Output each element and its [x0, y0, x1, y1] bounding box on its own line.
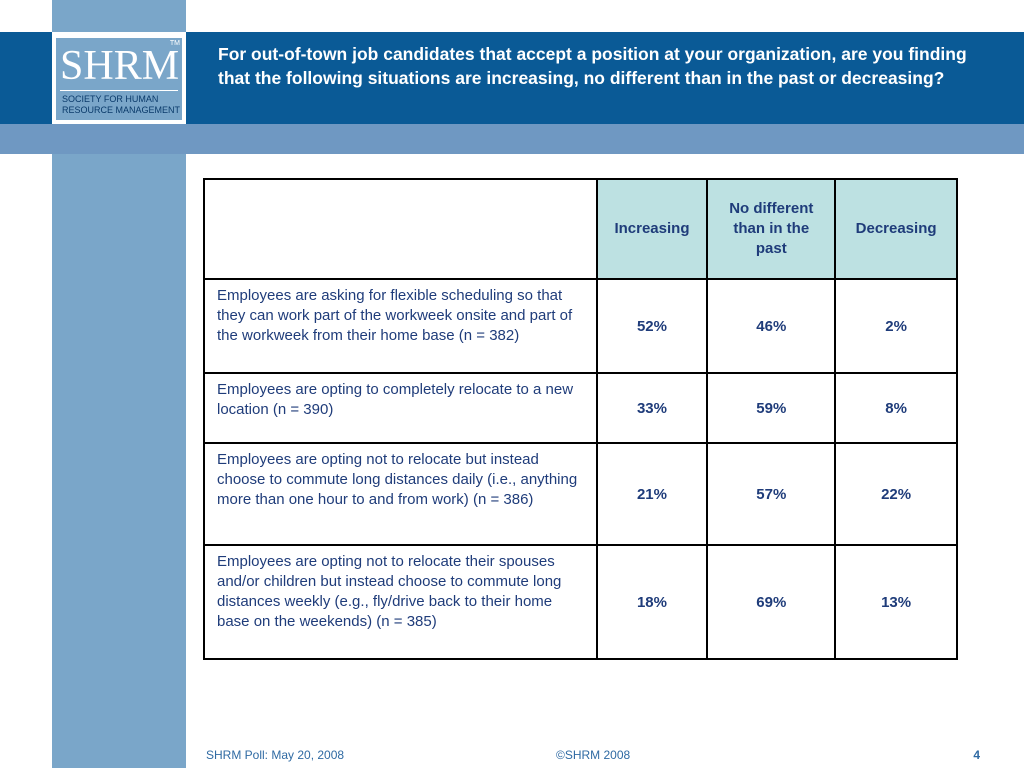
header-increasing: Increasing [595, 178, 709, 280]
table-row: Employees are asking for flexible schedu… [203, 278, 958, 374]
row-label: Employees are opting not to relocate but… [203, 442, 598, 546]
header-blank-cell [203, 178, 598, 280]
page-title: For out-of-town job candidates that acce… [218, 44, 967, 88]
logo-divider [60, 90, 178, 91]
table-header-row: Increasing No different than in the past… [203, 178, 958, 280]
value-increasing: 52% [595, 278, 709, 374]
value-decreasing: 2% [834, 278, 958, 374]
value-no-different: 69% [706, 544, 837, 660]
value-increasing: 21% [595, 442, 709, 546]
row-label: Employees are asking for flexible schedu… [203, 278, 598, 374]
row-label: Employees are opting not to relocate the… [203, 544, 598, 660]
logo-mark: SHRM TM Society for Human Resource Manag… [56, 38, 182, 120]
footer-source: SHRM Poll: May 20, 2008 [206, 748, 345, 762]
row-label: Employees are opting to completely reloc… [203, 372, 598, 444]
header-no-different: No different than in the past [706, 178, 837, 280]
page-number: 4 [973, 748, 980, 762]
table-row: Employees are opting not to relocate the… [203, 544, 958, 660]
value-increasing: 18% [595, 544, 709, 660]
logo-subtitle: Society for Human Resource Management [62, 94, 181, 115]
shrm-logo: SHRM TM Society for Human Resource Manag… [52, 32, 186, 124]
value-increasing: 33% [595, 372, 709, 444]
header-subband [0, 124, 1024, 154]
footer-copyright: ©SHRM 2008 [556, 748, 631, 762]
value-decreasing: 8% [834, 372, 958, 444]
value-no-different: 57% [706, 442, 837, 546]
table-row: Employees are opting not to relocate but… [203, 442, 958, 546]
value-decreasing: 22% [834, 442, 958, 546]
header-decreasing: Decreasing [834, 178, 958, 280]
value-no-different: 59% [706, 372, 837, 444]
table-row: Employees are opting to completely reloc… [203, 372, 958, 444]
logo-trademark: TM [169, 40, 180, 47]
value-no-different: 46% [706, 278, 837, 374]
value-decreasing: 13% [834, 544, 958, 660]
logo-letters: SHRM [60, 43, 180, 89]
results-table: Increasing No different than in the past… [203, 178, 958, 660]
